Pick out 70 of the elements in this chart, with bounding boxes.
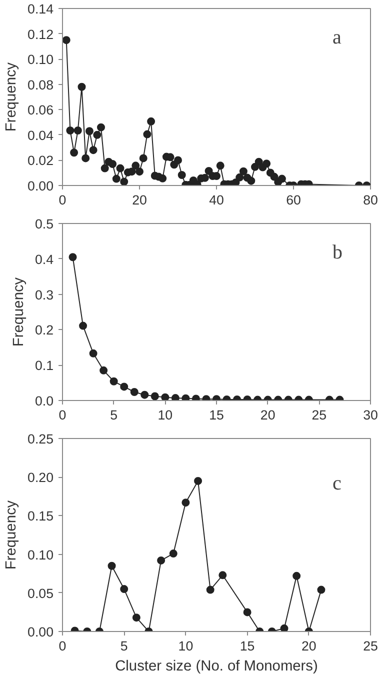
x-tick-label: 25 [312, 408, 327, 422]
x-tick-label: 0 [58, 638, 66, 654]
point [218, 571, 227, 580]
point [182, 498, 190, 507]
y-axis-title: Frequency [4, 62, 20, 132]
point [280, 624, 288, 632]
point [169, 550, 178, 558]
x-tick-label: 10 [158, 408, 173, 422]
point [140, 390, 149, 399]
point [68, 253, 77, 262]
point [150, 392, 159, 400]
y-tick-label: 0.2 [34, 322, 54, 338]
y-axis-title: Frequency [10, 276, 27, 347]
x-tick-label: 15 [209, 408, 224, 422]
y-tick-label: 0.08 [28, 77, 54, 92]
point [79, 322, 88, 330]
point [161, 393, 170, 400]
y-tick-label: 0.00 [28, 178, 54, 194]
x-tick-label: 20 [301, 638, 316, 654]
y-tick-label: 0.3 [34, 287, 54, 302]
point [130, 388, 138, 396]
x-tick-label: 0 [58, 192, 66, 208]
y-tick-label: 0.05 [28, 586, 54, 601]
x-tick-label: 10 [178, 638, 194, 654]
point [120, 382, 128, 391]
point [317, 586, 326, 594]
y-tick-label: 0.0 [34, 394, 54, 408]
x-axis-title: Cluster size (No. of Monomers) [115, 658, 318, 674]
x-tick-label: 20 [260, 408, 276, 422]
y-tick-label: 0.10 [28, 547, 54, 562]
y-tick-label: 0.14 [28, 2, 54, 16]
x-tick-label: 30 [363, 408, 378, 422]
annotation: c [332, 472, 342, 494]
y-tick-label: 0.02 [28, 153, 54, 168]
point [157, 556, 166, 564]
x-tick-label: 5 [110, 408, 118, 422]
x-tick-label: 40 [209, 192, 224, 208]
point [243, 608, 252, 616]
y-tick-label: 0.25 [28, 432, 54, 446]
y-tick-label: 0.20 [28, 470, 54, 486]
point [110, 377, 118, 386]
y-tick-label: 0.00 [28, 624, 54, 640]
point [292, 572, 301, 580]
y-tick-label: 0.10 [28, 52, 54, 68]
x-tick-label: 60 [286, 192, 301, 208]
y-tick-label: 0.04 [28, 128, 54, 143]
y-tick-label: 0.15 [28, 508, 54, 524]
annotation: b [332, 242, 342, 264]
x-tick-label: 20 [132, 192, 147, 208]
x-tick-label: 80 [363, 192, 378, 208]
point [182, 394, 190, 400]
point [171, 394, 180, 400]
x-tick-label: 25 [363, 638, 378, 654]
y-axis-title: Frequency [4, 500, 20, 570]
y-tick-label: 0.4 [34, 252, 54, 267]
point [206, 586, 214, 594]
annotation: a [332, 26, 342, 48]
point [108, 562, 116, 570]
point [132, 614, 140, 622]
point [100, 366, 108, 374]
y-tick-label: 0.12 [28, 26, 54, 42]
x-tick-label: 15 [240, 638, 255, 654]
point [89, 349, 98, 358]
y-tick-label: 0.06 [28, 102, 54, 118]
point [120, 585, 128, 594]
point [192, 394, 200, 400]
x-tick-label: 0 [58, 408, 66, 422]
y-tick-label: 0.5 [34, 216, 54, 232]
x-tick-label: 5 [120, 638, 128, 654]
y-tick-label: 0.1 [34, 358, 54, 374]
